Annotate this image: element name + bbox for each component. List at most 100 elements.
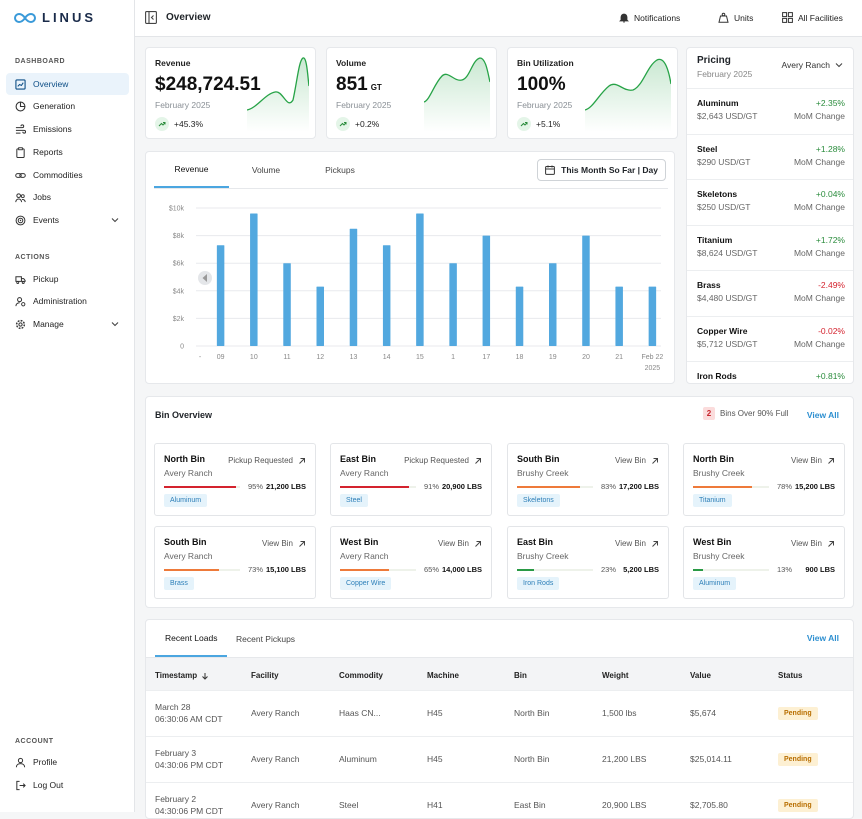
pricing-row[interactable]: Steel $290 USD/GT +1.28% MoM Change — [687, 133, 853, 180]
bin-card[interactable]: West Bin Brushy Creek View Bin 13% 900 LBS Al… — [683, 526, 845, 599]
view-bin-link[interactable]: View Bin — [791, 456, 835, 465]
kpi-period: February 2025 — [155, 100, 211, 110]
chevron-down-icon[interactable] — [111, 320, 119, 328]
loads-view-all-link[interactable]: View All — [806, 633, 839, 643]
pricing-row[interactable]: Titanium $8,624 USD/GT +1.72% MoM Change — [687, 224, 853, 271]
sidebar-item-overview[interactable]: Overview — [6, 73, 129, 95]
view-bin-link[interactable]: View Bin — [615, 539, 659, 548]
sidebar-item-reports[interactable]: Reports — [6, 141, 129, 163]
sidebar-item-jobs[interactable]: Jobs — [6, 186, 129, 208]
sidebar-item-administration[interactable]: Administration — [6, 290, 129, 312]
pie-icon — [15, 101, 26, 111]
x-year-label: 2025 — [645, 365, 661, 372]
view-bin-link[interactable]: View Bin — [438, 539, 482, 548]
pricing-change-label: MoM Change — [793, 293, 845, 303]
logo[interactable]: LINUS — [14, 10, 96, 25]
arrow-up-right-icon — [828, 457, 834, 464]
trend-up-icon — [336, 117, 350, 131]
bin-card[interactable]: West Bin Avery Ranch View Bin 65% 14,000 LBS… — [330, 526, 492, 599]
column-header-facility[interactable]: Facility — [251, 671, 279, 680]
bin-material-tag: Steel — [340, 494, 368, 507]
bin-utilization-card[interactable]: Bin Utilization 100% February 2025 +5.1% — [507, 47, 678, 139]
pricing-row[interactable]: Aluminum $2,643 USD/GT +2.35% MoM Change — [687, 88, 853, 134]
sidebar-item-logout[interactable]: Log Out — [6, 774, 129, 796]
sidebar-item-label: Overview — [33, 79, 69, 89]
bin-percent: 95% — [247, 482, 263, 491]
bins-view-all-link[interactable]: View All — [806, 410, 839, 420]
sidebar-toggle-icon[interactable] — [145, 11, 157, 24]
bin-location: Brushy Creek — [693, 468, 745, 478]
tab-volume[interactable]: Volume — [251, 165, 281, 175]
view-bin-link[interactable]: View Bin — [262, 539, 306, 548]
pickup-requested-link[interactable]: Pickup Requested — [228, 456, 306, 465]
commodity-cell: Steel — [339, 800, 359, 810]
bin-name: North Bin — [164, 454, 205, 464]
arrow-up-right-icon — [475, 540, 481, 547]
revenue-card[interactable]: Revenue $248,724.51 February 2025 +45.3% — [145, 47, 316, 139]
kpi-value-text: 851 — [336, 74, 368, 95]
bin-card[interactable]: North Bin Avery Ranch Pickup Requested 95% 2… — [154, 443, 316, 516]
pricing-change: +0.04% — [815, 189, 845, 199]
pricing-row[interactable]: Copper Wire $5,712 USD/GT -0.02% MoM Change — [687, 315, 853, 362]
view-bin-link[interactable]: View Bin — [791, 539, 835, 548]
column-header-value[interactable]: Value — [690, 671, 711, 680]
bin-fill-level — [340, 569, 390, 571]
sidebar-item-commodities[interactable]: Commodities — [6, 164, 129, 186]
arrow-up-right-icon — [475, 457, 481, 464]
pricing-row[interactable]: Iron Rods +0.81% — [687, 361, 853, 383]
table-row[interactable]: February 3 04:30:06 PM CDT Avery Ranch Alum… — [146, 736, 853, 782]
tab-recent-loads[interactable]: Recent Loads — [155, 620, 228, 657]
kpi-value: $248,724.51 — [155, 74, 261, 96]
y-tick-label: $2k — [173, 316, 185, 323]
sidebar-item-profile[interactable]: Profile — [6, 751, 129, 773]
pricing-title: Pricing — [697, 55, 731, 66]
column-header-timestamp[interactable]: Timestamp — [155, 671, 209, 680]
notifications-button[interactable]: Notifications — [619, 12, 680, 23]
date-range-button[interactable]: This Month So Far | Day — [537, 159, 666, 181]
facilities-label: All Facilities — [798, 12, 843, 23]
pricing-row[interactable]: Brass $4,480 USD/GT -2.49% MoM Change — [687, 270, 853, 316]
pricing-row[interactable]: Skeletons $250 USD/GT +0.04% MoM Change — [687, 179, 853, 225]
pricing-commodity: Skeletons — [697, 189, 738, 199]
bin-material-tag: Aluminum — [693, 577, 737, 590]
sidebar-item-emissions[interactable]: Emissions — [6, 118, 129, 140]
bin-name: East Bin — [517, 537, 554, 547]
sidebar-item-events[interactable]: Events — [6, 209, 129, 231]
sidebar-item-generation[interactable]: Generation — [6, 95, 129, 117]
view-bin-link[interactable]: View Bin — [615, 456, 659, 465]
sidebar-item-manage[interactable]: Manage — [6, 313, 129, 335]
bin-card[interactable]: North Bin Brushy Creek View Bin 78% 15,200 L… — [683, 443, 845, 516]
pricing-change-label: MoM Change — [793, 111, 845, 121]
bin-action-label: Pickup Requested — [404, 456, 469, 465]
bin-fill-level — [164, 569, 220, 571]
bin-card[interactable]: South Bin Brushy Creek View Bin 83% 17,200 L… — [507, 443, 669, 516]
column-header-bin[interactable]: Bin — [514, 671, 527, 680]
bin-name: South Bin — [517, 454, 560, 464]
table-row[interactable]: March 28 06:30:06 AM CDT Avery Ranch Haas C… — [146, 690, 853, 736]
location-select[interactable]: Avery Ranch — [781, 60, 843, 70]
value-cell: $25,014.11 — [690, 754, 732, 764]
column-header-weight[interactable]: Weight — [602, 671, 629, 680]
timestamp-time: 04:30:06 PM CDT — [155, 806, 224, 816]
tab-pickups[interactable]: Pickups — [325, 165, 355, 175]
column-header-commodity[interactable]: Commodity — [339, 671, 383, 680]
pricing-change-label: MoM Change — [793, 338, 845, 349]
x-tick-label: - — [199, 354, 202, 361]
units-button[interactable]: Units — [718, 12, 753, 23]
column-header-status[interactable]: Status — [778, 671, 803, 680]
volume-card[interactable]: Volume 851 GT February 2025 +0.2% — [326, 47, 497, 139]
pickup-requested-link[interactable]: Pickup Requested — [404, 456, 482, 465]
timestamp-date: February 3 — [155, 748, 197, 758]
tab-revenue[interactable]: Revenue — [154, 152, 229, 188]
pricing-commodity: Copper Wire — [697, 325, 748, 336]
tab-recent-pickups[interactable]: Recent Pickups — [236, 633, 296, 644]
bin-card[interactable]: East Bin Brushy Creek View Bin 23% 5,200 LBS… — [507, 526, 669, 599]
sidebar-item-pickup[interactable]: Pickup — [6, 268, 129, 290]
table-row[interactable]: February 2 04:30:06 PM CDT Avery Ranch Stee… — [146, 782, 853, 818]
recent-loads-panel: Recent Loads Recent Pickups View All Tim… — [145, 619, 854, 819]
bin-card[interactable]: South Bin Avery Ranch View Bin 73% 15,100 LB… — [154, 526, 316, 599]
facilities-button[interactable]: All Facilities — [782, 12, 843, 23]
bin-card[interactable]: East Bin Avery Ranch Pickup Requested 91% 20… — [330, 443, 492, 516]
chevron-down-icon[interactable] — [111, 216, 119, 224]
column-header-machine[interactable]: Machine — [427, 671, 460, 680]
